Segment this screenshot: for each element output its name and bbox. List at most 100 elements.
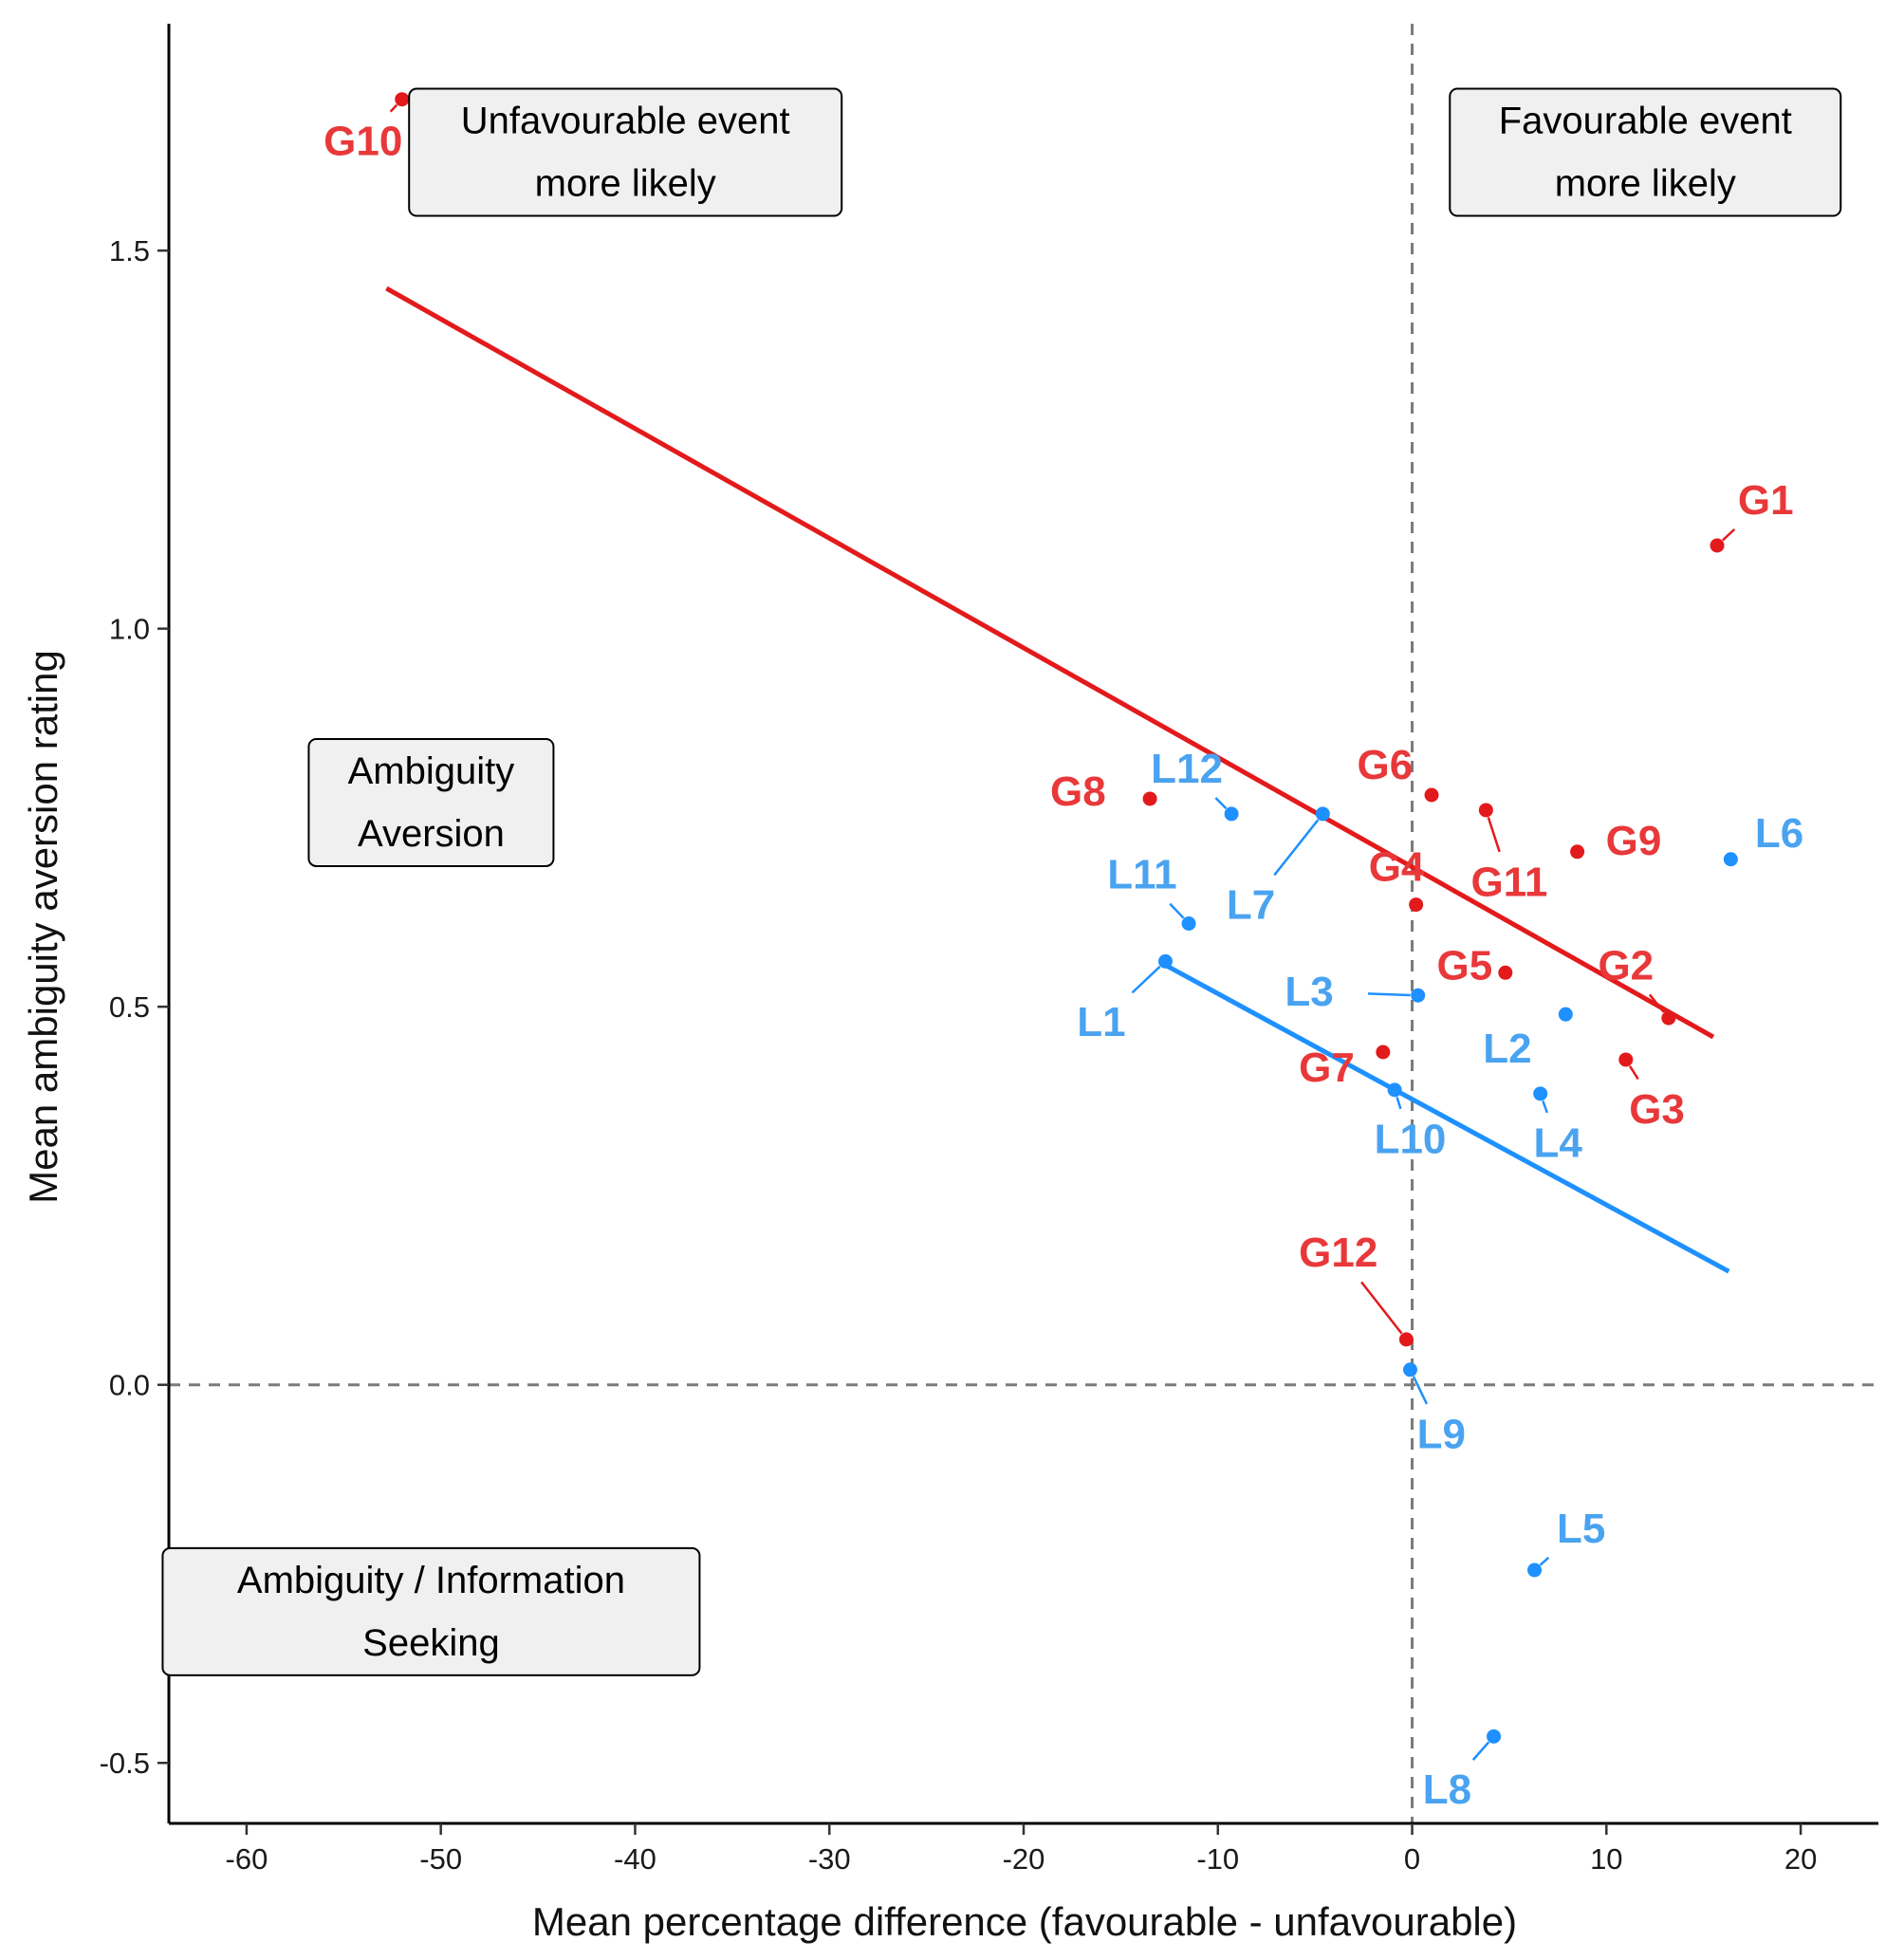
connector-l9: [1412, 1376, 1429, 1405]
point-l8: [1487, 1729, 1502, 1744]
x-axis-title: Mean percentage difference (favourable -…: [532, 1899, 1517, 1944]
favourable-box-line: Favourable event: [1499, 101, 1792, 142]
point-label-g9: G9: [1606, 818, 1662, 864]
point-label-g3: G3: [1629, 1086, 1685, 1133]
x-tick-label: -50: [419, 1842, 462, 1876]
reference-lines: [169, 24, 1878, 1823]
point-l11: [1181, 916, 1196, 931]
point-l6: [1723, 852, 1738, 867]
ambiguity-aversion-box: Ambiguity Aversion: [307, 737, 555, 867]
point-label-l6: L6: [1755, 810, 1803, 857]
y-tick-label: 0.0: [109, 1369, 150, 1402]
y-tick-label: -0.5: [100, 1747, 150, 1780]
trend-line-l: [1164, 963, 1730, 1274]
point-label-l8: L8: [1423, 1766, 1471, 1813]
connector-l11: [1169, 902, 1185, 919]
x-tick-label: 0: [1404, 1842, 1420, 1876]
x-tick-label: 10: [1590, 1842, 1622, 1876]
information-seeking-box-line: Ambiguity / Information: [237, 1560, 625, 1601]
connector-g11: [1487, 817, 1501, 853]
point-label-l5: L5: [1557, 1506, 1605, 1552]
connector-g10: [389, 103, 398, 113]
point-g6: [1424, 787, 1439, 803]
point-label-g8: G8: [1050, 768, 1106, 815]
connector-l7: [1273, 819, 1320, 877]
point-label-g6: G6: [1358, 742, 1414, 788]
connector-l3: [1367, 992, 1411, 997]
point-l3: [1411, 988, 1426, 1003]
point-label-l4: L4: [1533, 1120, 1582, 1167]
ambiguity-aversion-box-line: Aversion: [358, 813, 505, 855]
axes: -60 -50 -40 -30 -20 -10 0 10 20 -0.5 0.0 0.5 1.0 1.5: [100, 24, 1878, 1876]
unfavourable-box-line: Unfavourable event: [461, 101, 790, 142]
favourable-box: Favourable event more likely: [1449, 87, 1842, 217]
connector-l8: [1471, 1741, 1490, 1761]
ambiguity-aversion-box-line: Ambiguity: [348, 750, 515, 792]
point-label-g10: G10: [323, 119, 402, 165]
trend-lines: [385, 286, 1730, 1274]
point-label-l2: L2: [1483, 1026, 1531, 1072]
point-label-g4: G4: [1369, 844, 1425, 891]
point-label-l7: L7: [1227, 882, 1275, 929]
point-g3: [1618, 1052, 1634, 1067]
connector-g3: [1629, 1065, 1639, 1081]
point-l4: [1533, 1086, 1548, 1101]
data-points: [395, 92, 1738, 1744]
x-tick-label: -20: [1003, 1842, 1045, 1876]
point-g10: [395, 92, 410, 107]
x-tick-label: 20: [1784, 1842, 1817, 1876]
point-l1: [1157, 953, 1173, 969]
connector-l5: [1539, 1556, 1550, 1566]
connector-l10: [1396, 1097, 1402, 1110]
point-g11: [1478, 803, 1493, 818]
point-label-l3: L3: [1285, 969, 1333, 1015]
trend-line-g: [385, 286, 1715, 1040]
unfavourable-box: Unfavourable event more likely: [408, 87, 843, 217]
point-g12: [1398, 1332, 1414, 1347]
point-g8: [1142, 791, 1157, 806]
x-tick-label: -30: [808, 1842, 851, 1876]
point-l12: [1224, 806, 1239, 822]
point-label-l10: L10: [1375, 1117, 1447, 1163]
information-seeking-box: Ambiguity / Information Seeking: [161, 1546, 701, 1676]
point-label-l11: L11: [1107, 852, 1176, 898]
x-tick-label: -40: [614, 1842, 656, 1876]
favourable-box-line: more likely: [1555, 163, 1736, 205]
x-tick-label: -10: [1196, 1842, 1239, 1876]
unfavourable-box-frame: [408, 87, 843, 217]
information-seeking-box-frame: [161, 1546, 701, 1676]
point-label-l12: L12: [1151, 746, 1223, 792]
y-tick-label: 1.5: [109, 234, 150, 268]
point-l2: [1558, 1007, 1573, 1022]
point-g2: [1661, 1010, 1676, 1026]
point-label-g1: G1: [1738, 477, 1794, 524]
connector-l12: [1214, 797, 1228, 810]
y-tick-label: 1.0: [109, 613, 150, 646]
point-label-l9: L9: [1417, 1412, 1466, 1458]
favourable-box-frame: [1449, 87, 1842, 217]
point-l5: [1527, 1562, 1543, 1578]
information-seeking-box-line: Seeking: [362, 1622, 500, 1664]
point-l9: [1402, 1362, 1417, 1378]
point-g1: [1710, 538, 1725, 553]
point-label-g11: G11: [1471, 860, 1548, 906]
point-label-g12: G12: [1299, 1230, 1377, 1276]
y-tick-label: 0.5: [109, 990, 150, 1024]
point-label-l1: L1: [1077, 999, 1125, 1045]
point-g7: [1376, 1045, 1391, 1060]
label-connectors: [389, 103, 1736, 1761]
y-axis-title: Mean ambiguity aversion rating: [21, 650, 65, 1204]
x-tick-label: -60: [226, 1842, 268, 1876]
point-g5: [1498, 965, 1513, 980]
point-label-g5: G5: [1436, 942, 1492, 989]
point-g4: [1409, 897, 1424, 913]
ambiguity-aversion-box-frame: [307, 737, 555, 867]
point-label-g2: G2: [1598, 942, 1654, 989]
point-l7: [1315, 806, 1330, 822]
point-labels: G1 G2 G3 G4 G5 G6 G7 G8 G9 G10 G11 G12 L1 L2 L3 L4 L5 L6 L…: [323, 119, 1803, 1814]
connector-g1: [1722, 527, 1736, 542]
point-g9: [1570, 844, 1585, 860]
point-label-g7: G7: [1299, 1045, 1355, 1091]
point-l10: [1387, 1082, 1402, 1098]
